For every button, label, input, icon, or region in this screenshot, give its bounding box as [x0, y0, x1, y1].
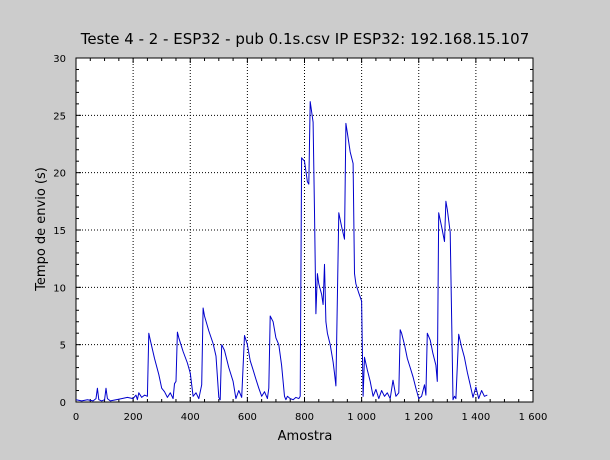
y-tick-label: 10 — [53, 283, 66, 294]
x-tick-label: 200 — [124, 412, 143, 423]
y-tick-label: 15 — [53, 226, 66, 237]
x-tick-label: 800 — [295, 412, 314, 423]
y-tick-label: 30 — [53, 54, 66, 65]
y-axis-tick-labels: 0 5 10 15 20 25 30 — [53, 54, 66, 409]
x-axis-tick-labels: 0 200 400 600 800 1 000 1 200 1 400 1 600 — [73, 412, 548, 423]
series-line — [75, 101, 488, 402]
y-axis-label: Tempo de envio (s) — [34, 167, 49, 292]
series-layer — [75, 101, 488, 402]
grid-lines — [76, 58, 533, 402]
chart-title: Teste 4 - 2 - ESP32 - pub 0.1s.csv IP ES… — [80, 30, 530, 48]
x-tick-label: 1 200 — [404, 412, 433, 423]
y-tick-label: 25 — [53, 111, 66, 122]
axis-ticks — [75, 57, 534, 403]
x-tick-label: 1 600 — [519, 412, 548, 423]
x-tick-label: 400 — [181, 412, 200, 423]
x-tick-label: 0 — [73, 412, 79, 423]
y-tick-label: 5 — [60, 341, 66, 352]
x-axis-label: Amostra — [278, 429, 333, 444]
y-tick-label: 20 — [53, 169, 66, 180]
y-tick-label: 0 — [60, 398, 66, 409]
x-tick-label: 1 400 — [462, 412, 491, 423]
x-tick-label: 1 000 — [347, 412, 376, 423]
x-tick-label: 600 — [238, 412, 257, 423]
